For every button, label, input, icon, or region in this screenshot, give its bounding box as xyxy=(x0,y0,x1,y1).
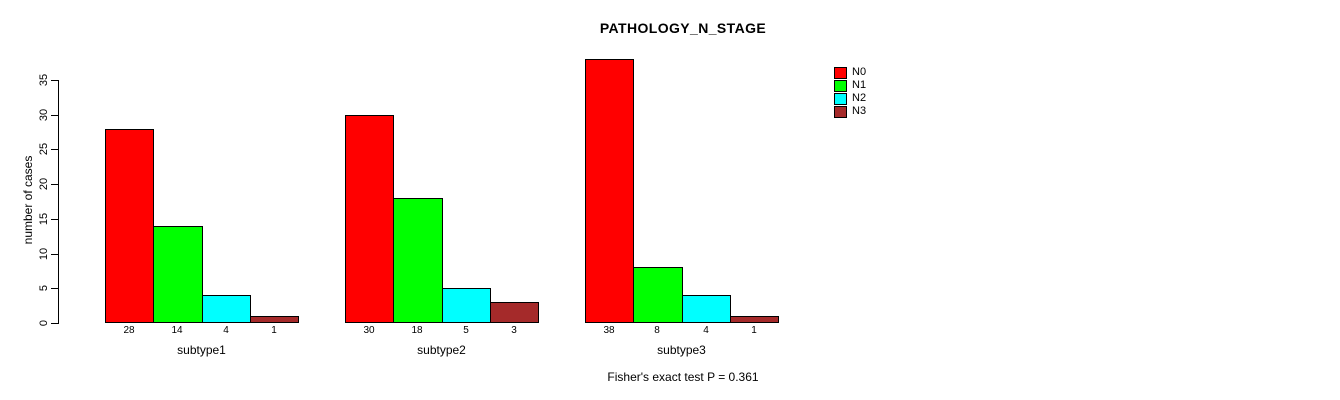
bar-value-label: 8 xyxy=(654,325,660,336)
bar-value-label: 14 xyxy=(171,325,183,336)
bar-n1-subtype1 xyxy=(153,226,203,323)
bar-value-label: 28 xyxy=(123,325,135,336)
y-tick-label: 0 xyxy=(38,319,50,327)
legend-label-n1: N1 xyxy=(852,79,867,91)
y-tick-mark xyxy=(51,288,58,289)
bar-value-label: 4 xyxy=(223,325,229,336)
y-tick-label: 30 xyxy=(38,108,50,121)
bar-n0-subtype2 xyxy=(345,115,394,323)
y-tick-mark xyxy=(51,149,58,150)
y-tick-label: 10 xyxy=(38,247,50,260)
fisher-test-annotation: Fisher's exact test P = 0.361 xyxy=(607,370,759,384)
bar-value-label: 30 xyxy=(363,325,375,336)
bar-n3-subtype2 xyxy=(490,302,539,323)
bar-value-label: 18 xyxy=(411,325,423,336)
x-category-label-subtype2: subtype2 xyxy=(417,343,466,357)
y-tick-label: 25 xyxy=(38,143,50,156)
legend-entry-n1: N1 xyxy=(834,79,866,92)
legend-entry-n0: N0 xyxy=(834,66,866,79)
y-tick-mark xyxy=(51,115,58,116)
x-category-label-subtype3: subtype3 xyxy=(657,343,706,357)
legend-entry-n2: N2 xyxy=(834,92,866,105)
legend: N0 N1 N2 N3 xyxy=(834,66,866,118)
bar-n2-subtype1 xyxy=(202,295,251,323)
y-tick-label: 35 xyxy=(38,73,50,87)
bar-n2-subtype2 xyxy=(442,288,491,323)
legend-swatch-n1 xyxy=(834,79,847,92)
bar-n3-subtype3 xyxy=(730,316,779,323)
legend-swatch-n3 xyxy=(834,105,847,118)
legend-entry-n3: N3 xyxy=(834,105,866,118)
bar-value-label: 4 xyxy=(703,325,709,336)
y-tick-mark xyxy=(51,254,58,255)
y-tick-mark xyxy=(51,184,58,185)
legend-label-n2: N2 xyxy=(852,92,867,104)
bar-value-label: 5 xyxy=(463,325,469,336)
bar-n1-subtype3 xyxy=(633,267,683,323)
bar-value-label: 3 xyxy=(511,325,517,336)
chart-title: PATHOLOGY_N_STAGE xyxy=(599,20,767,36)
bar-n1-subtype2 xyxy=(393,198,443,323)
y-tick-label: 5 xyxy=(38,285,50,292)
legend-label-n3: N3 xyxy=(852,105,867,117)
legend-swatch-n0 xyxy=(834,66,847,79)
legend-swatch-n2 xyxy=(834,92,847,105)
bar-value-label: 38 xyxy=(603,325,615,336)
y-tick-mark xyxy=(51,219,58,220)
y-tick-mark xyxy=(51,323,58,324)
y-axis-label: number of cases xyxy=(21,155,35,245)
legend-label-n0: N0 xyxy=(852,66,867,78)
bar-value-label: 1 xyxy=(271,325,277,336)
bar-n2-subtype3 xyxy=(682,295,731,323)
y-tick-label: 15 xyxy=(38,212,50,225)
y-axis-line xyxy=(58,80,59,324)
bar-n0-subtype1 xyxy=(105,129,154,323)
bar-n3-subtype1 xyxy=(250,316,299,323)
y-tick-label: 20 xyxy=(38,178,50,191)
y-tick-mark xyxy=(51,80,58,81)
x-category-label-subtype1: subtype1 xyxy=(177,343,226,357)
bar-value-label: 1 xyxy=(751,325,757,336)
bar-n0-subtype3 xyxy=(585,59,634,323)
